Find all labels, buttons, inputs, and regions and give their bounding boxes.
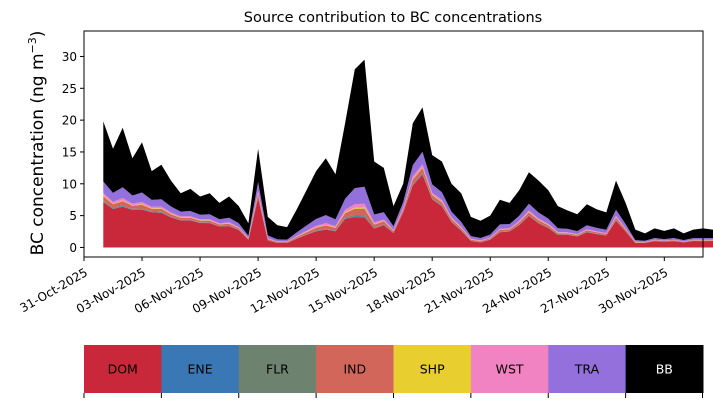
- legend-label-ind: IND: [343, 362, 366, 377]
- y-axis-label-close: ): [28, 31, 48, 38]
- y-axis-label-exponent: −3: [26, 37, 39, 53]
- legend-label-dom: DOM: [108, 362, 138, 377]
- stacked-areas: [103, 59, 713, 248]
- legend-swatch-ene: [161, 345, 240, 393]
- legend-label-tra: TRA: [574, 362, 600, 377]
- y-tick-label: 25: [62, 82, 77, 96]
- legend-swatch-ind: [316, 345, 394, 393]
- plot-frame: [83, 30, 704, 258]
- y-tick-label: 15: [62, 145, 77, 159]
- legend-swatch-flr: [238, 345, 317, 393]
- legend-label-bb: BB: [656, 362, 673, 377]
- chart-title: Source contribution to BC concentrations: [244, 10, 542, 26]
- legend-label-flr: FLR: [266, 362, 289, 377]
- legend-swatch-shp: [393, 345, 472, 393]
- source-colorbar-legend: DOM ENE FLR IND SHP WST TRA BB: [83, 345, 704, 398]
- y-tick-label: 30: [62, 50, 77, 64]
- y-axis-label-main: BC concentration (ng m: [28, 53, 48, 255]
- legend-label-wst: WST: [496, 362, 524, 377]
- y-tick-label: 10: [62, 177, 77, 191]
- x-axis-ticks: 31-Oct-202503-Nov-202506-Nov-202509-Nov-…: [18, 257, 670, 316]
- y-tick-label: 5: [69, 209, 77, 223]
- y-tick-label: 0: [69, 241, 77, 255]
- y-tick-label: 20: [62, 114, 77, 128]
- area-series-dom: [103, 174, 713, 248]
- y-axis-ticks: 0 5 10 15 20 25 30: [62, 50, 84, 255]
- legend-label-shp: SHP: [420, 362, 445, 377]
- legend-swatch-bb: [625, 345, 704, 393]
- legend-swatch-wst: [470, 345, 549, 393]
- legend-swatch-dom: [84, 345, 162, 393]
- legend-label-ene: ENE: [187, 362, 212, 377]
- y-axis-label: BC concentration (ng m−3): [26, 31, 48, 256]
- legend-swatch-tra: [548, 345, 627, 393]
